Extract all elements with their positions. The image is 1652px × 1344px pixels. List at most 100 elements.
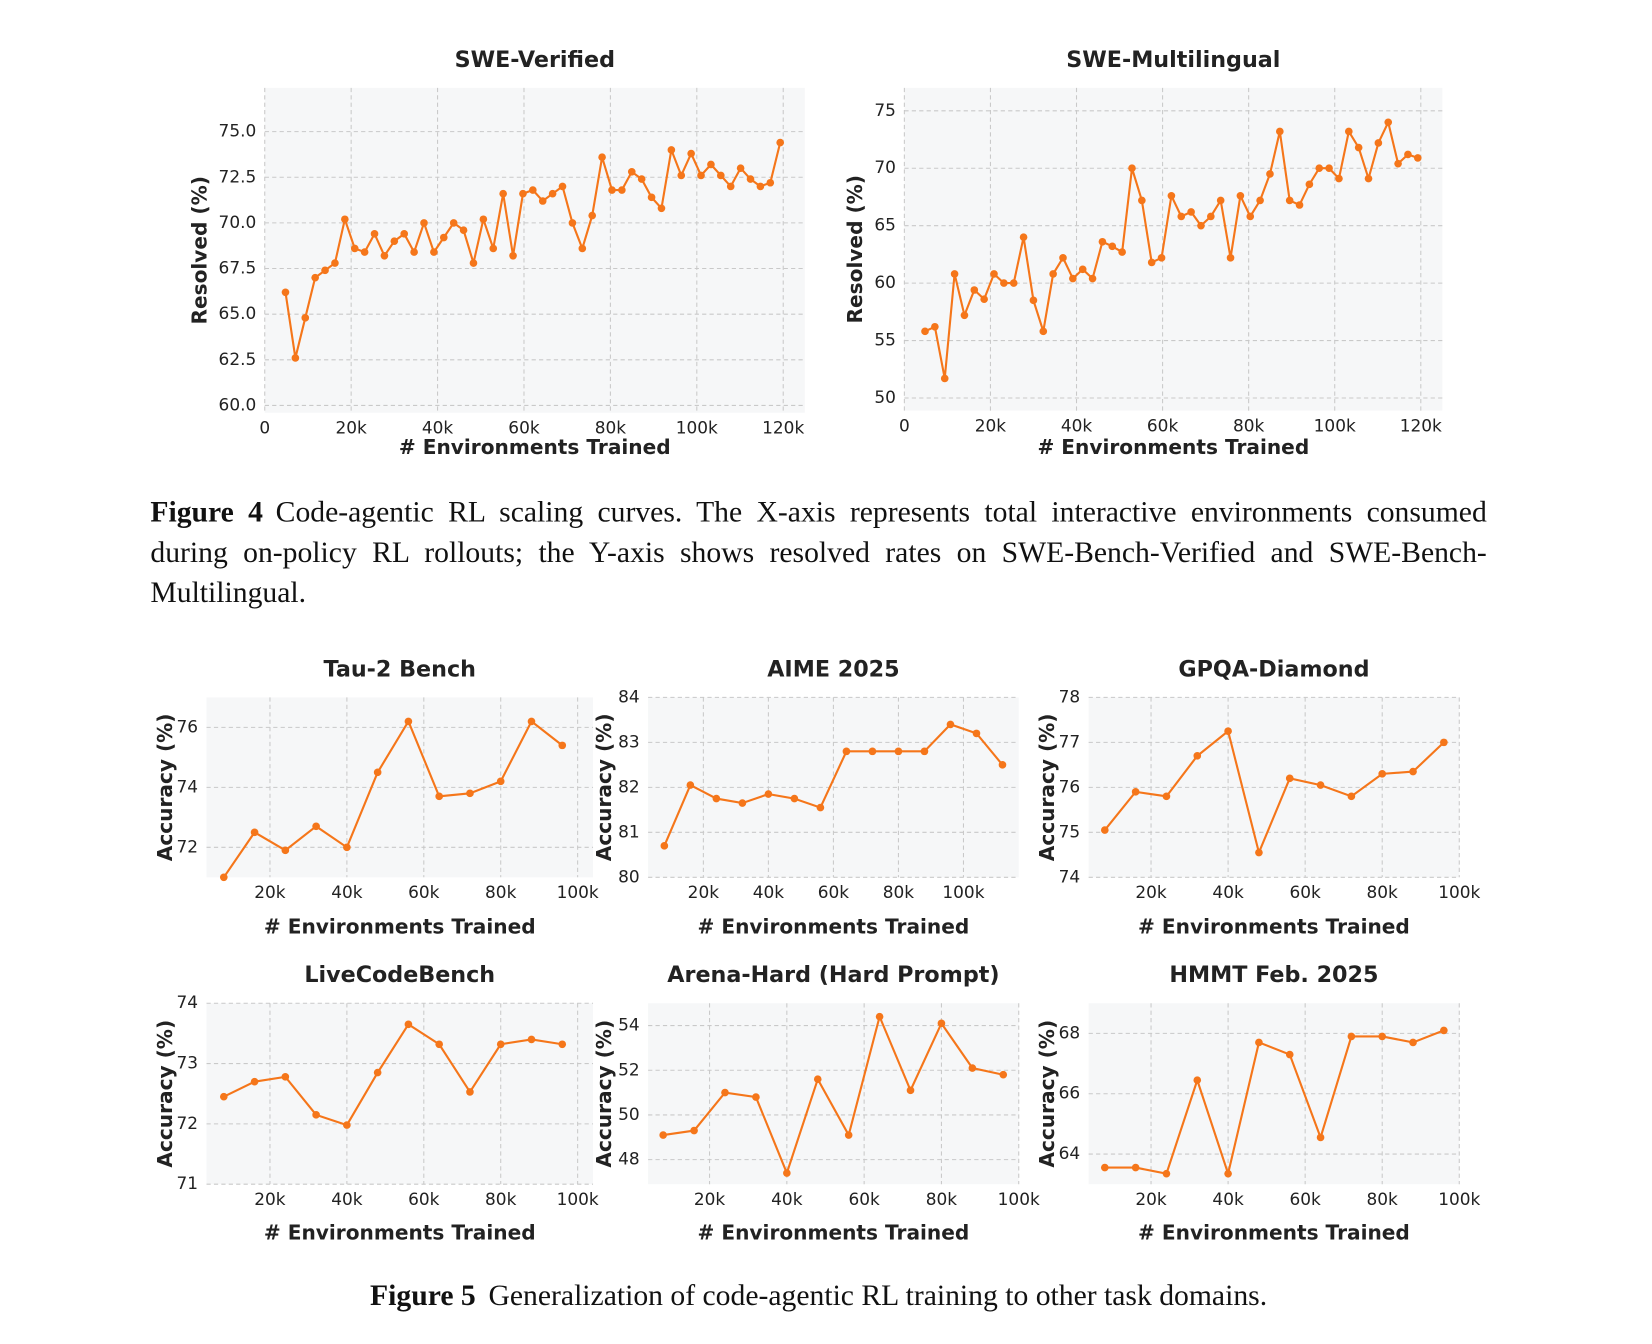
data-point <box>1374 139 1383 147</box>
chart-title: HMMT Feb. 2025 <box>1169 962 1378 988</box>
x-tick-label: 40k <box>1212 1189 1244 1209</box>
data-point <box>1162 1169 1171 1178</box>
x-tick-label: 100k <box>998 1189 1040 1209</box>
x-tick-label: 80k <box>1367 882 1399 902</box>
x-tick-label: 80k <box>485 1189 517 1209</box>
data-point <box>588 211 597 220</box>
y-tick-label: 60.0 <box>219 394 257 414</box>
y-tick-label: 72 <box>176 1113 198 1133</box>
x-tick-label: 60k <box>408 882 440 902</box>
data-point <box>373 1068 382 1077</box>
data-point <box>816 803 825 812</box>
x-tick-label: 80k <box>926 1189 958 1209</box>
data-point <box>1285 1050 1294 1059</box>
data-point <box>548 189 557 198</box>
x-tick-label: 60k <box>1147 415 1179 435</box>
data-point <box>466 789 474 798</box>
data-point <box>466 1088 474 1096</box>
caption-text: Generalization of code-agentic RL traini… <box>488 1279 1268 1313</box>
y-tick-label: 52 <box>618 1059 640 1079</box>
data-point <box>999 1070 1008 1079</box>
data-point <box>844 1131 853 1139</box>
data-point <box>1409 1038 1417 1047</box>
caption-label: Figure 5 <box>370 1279 476 1313</box>
y-tick-label: 64 <box>1059 1143 1081 1163</box>
data-point <box>1216 196 1225 205</box>
y-tick-label: 48 <box>618 1149 640 1169</box>
x-tick-label: 100k <box>557 1189 599 1209</box>
data-point <box>301 314 310 322</box>
data-point <box>1285 774 1294 783</box>
data-point <box>281 846 290 855</box>
data-point <box>717 171 725 180</box>
caption: Figure 4 Code-agentic RL scaling curves. … <box>150 493 1486 614</box>
data-point <box>312 1111 320 1119</box>
x-tick-label: 80k <box>1367 1189 1399 1209</box>
x-tick-label: 0 <box>899 415 910 435</box>
data-point <box>1049 270 1057 278</box>
chart: 20k 40k 60k 80k 100k 74 75 76 77 78 GPQA-Diamond # … <box>1035 656 1481 938</box>
data-point <box>1256 196 1264 205</box>
data-point <box>1100 1163 1109 1172</box>
data-point <box>738 799 747 807</box>
data-point <box>1224 727 1232 735</box>
data-point <box>813 1075 822 1084</box>
chart: 20k 40k 60k 80k 100k 64 66 68 HMMT Feb. 2025 # En… <box>1035 962 1481 1244</box>
data-point <box>558 1040 567 1049</box>
data-point <box>331 259 339 267</box>
data-point <box>1226 254 1235 262</box>
data-point <box>894 747 903 756</box>
data-point <box>721 1088 729 1097</box>
data-point <box>766 178 775 187</box>
data-point <box>1187 208 1195 216</box>
x-tick-label: 100k <box>1438 1189 1480 1209</box>
data-point <box>1378 770 1387 778</box>
data-point <box>1266 170 1274 178</box>
y-axis-label: Accuracy (%) <box>1035 713 1059 861</box>
data-point <box>400 230 409 238</box>
data-point <box>937 1019 946 1028</box>
y-tick-label: 73 <box>176 1053 198 1073</box>
data-point <box>667 146 676 154</box>
x-tick-label: 40k <box>753 882 785 902</box>
data-point <box>1118 248 1126 256</box>
data-point <box>390 237 399 245</box>
data-point <box>1098 237 1107 246</box>
data-point <box>404 717 413 726</box>
data-point <box>1394 159 1402 168</box>
y-tick-label: 74 <box>1059 866 1081 886</box>
data-point <box>1335 174 1343 183</box>
x-tick-label: 20k <box>1135 1189 1167 1209</box>
y-tick-label: 81 <box>618 821 640 841</box>
data-point <box>1236 191 1245 200</box>
data-point <box>968 1064 977 1072</box>
data-point <box>1162 792 1171 801</box>
y-tick-label: 83 <box>618 731 640 751</box>
y-tick-label: 75.0 <box>219 121 257 141</box>
chart-title: SWE-Multilingual <box>1066 47 1280 73</box>
y-axis-label: Accuracy (%) <box>592 713 616 861</box>
data-point <box>1316 781 1325 789</box>
y-tick-label: 68 <box>1059 1022 1081 1042</box>
data-point <box>950 270 959 278</box>
data-point <box>1364 174 1373 183</box>
caption: Figure 5 Generalization of code-agentic R… <box>150 1276 1486 1316</box>
data-point <box>1157 254 1166 262</box>
data-point <box>1100 826 1109 834</box>
y-axis-label: Accuracy (%) <box>153 1020 177 1168</box>
plot-area <box>904 87 1443 411</box>
data-point <box>1276 127 1284 136</box>
data-point <box>1177 212 1186 221</box>
x-tick-label: 100k <box>942 882 984 902</box>
data-point <box>1255 1038 1263 1047</box>
x-tick-label: 120k <box>1400 415 1442 435</box>
y-tick-label: 70 <box>874 157 896 177</box>
data-point <box>783 1169 791 1177</box>
data-point <box>1413 154 1422 162</box>
data-point <box>940 374 949 383</box>
data-point <box>1378 1032 1387 1041</box>
data-point <box>1193 1076 1202 1084</box>
data-point <box>627 167 636 176</box>
data-point <box>1409 767 1417 776</box>
chart: 20k 40k 60k 80k 100k 72 74 76 Tau-2 Bench # Envir… <box>153 656 599 938</box>
